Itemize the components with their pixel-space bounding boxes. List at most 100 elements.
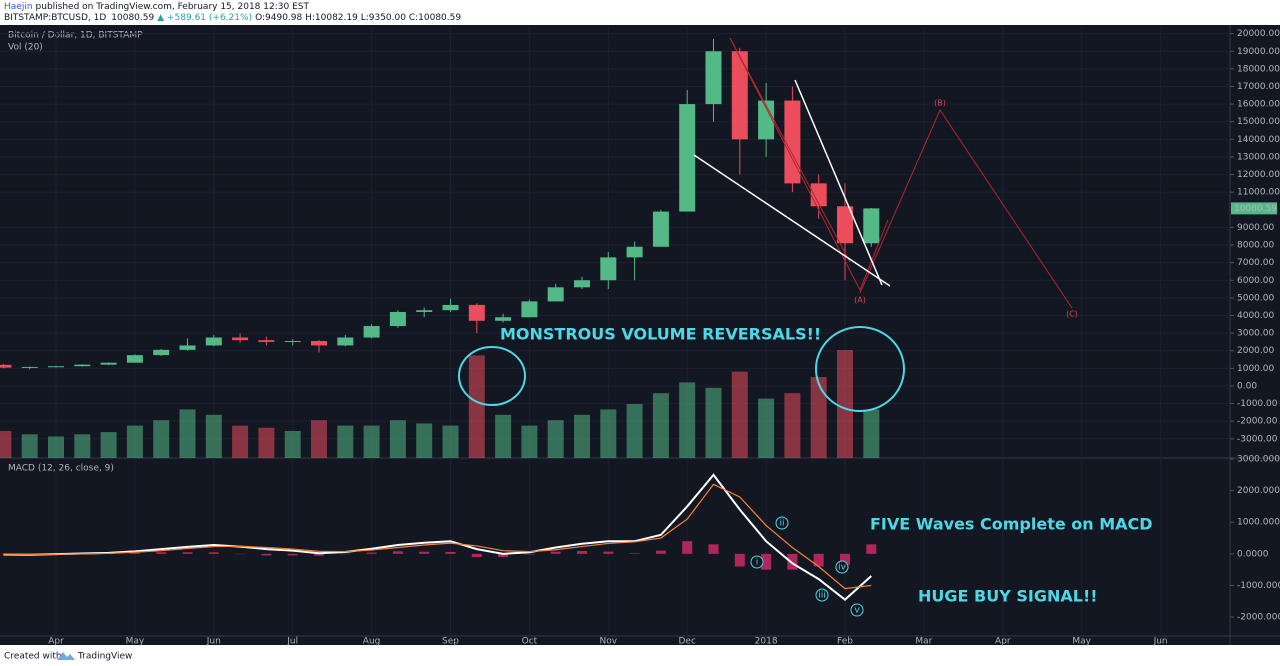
histogram-bar <box>682 541 693 554</box>
candle-body <box>258 340 275 342</box>
footer-brand[interactable]: TradingView <box>77 652 132 662</box>
wave-circle <box>815 588 829 602</box>
histogram-bar <box>498 553 509 558</box>
candle-body <box>337 337 354 346</box>
wave-circle <box>750 555 764 569</box>
y-tick-label: 0.0000 <box>1237 549 1269 559</box>
volume-bar <box>21 434 38 458</box>
y-tick-label: 13000.00 <box>1237 152 1280 162</box>
y-tick-label: 7000.00 <box>1237 258 1274 268</box>
symbol-line: BITSTAMP:BTCUSD, 1D 10080.59 ▲ +589.61 (+6… <box>4 13 461 23</box>
y-tick-label: 9000.00 <box>1237 223 1274 233</box>
candle-body <box>758 100 775 140</box>
y-tick-label: 1000.0000 <box>1237 518 1280 528</box>
x-tick-label: Jun <box>1153 637 1168 647</box>
price-pane-title: Bitcoin / Dollar, 1D, BITSTAMP <box>8 31 143 41</box>
histogram-bar <box>708 544 719 554</box>
header-line: Haejin published on TradingView.com, Febr… <box>4 2 309 12</box>
y-tick-label: 2000.00 <box>1237 346 1274 356</box>
histogram-bar <box>629 553 640 554</box>
wave-label: (B) <box>934 99 946 108</box>
volume-bar <box>337 425 354 458</box>
histogram-bar <box>392 551 403 554</box>
highlight-ellipse <box>815 326 905 412</box>
annotation-layer: MONSTROUS VOLUME REVERSALS!! (A) (B) (C)… <box>458 37 1153 617</box>
candle-body <box>179 345 196 350</box>
candle-body <box>652 211 669 247</box>
candle-body <box>521 301 538 318</box>
y-tick-label: 11000.00 <box>1237 188 1280 198</box>
histogram-bar <box>840 553 850 565</box>
y-tick-label: 2000.0000 <box>1237 486 1280 496</box>
candle-body <box>784 100 801 184</box>
last-price-label: 10080.59 <box>1234 204 1277 214</box>
annotation: FIVE Waves Complete on MACD <box>870 515 1153 534</box>
candle-body <box>153 349 170 356</box>
y-tick-label: 15000.00 <box>1237 117 1280 127</box>
candle-body <box>600 257 617 281</box>
y-tick-label: 17000.00 <box>1237 82 1280 92</box>
y-tick-label: -1000.0000 <box>1237 581 1280 591</box>
price: 10080.59 <box>111 13 154 23</box>
projection-line <box>859 108 1073 309</box>
candle-body <box>284 341 301 343</box>
volume-bar <box>153 420 170 458</box>
y-tick-label: 1000.00 <box>1237 364 1274 374</box>
candle-body <box>468 304 485 321</box>
author[interactable]: Haejin <box>4 2 33 12</box>
wave-label: (C) <box>1066 310 1078 319</box>
histogram-bar <box>787 553 798 570</box>
histogram-bar <box>182 552 193 554</box>
candle-body <box>705 51 722 105</box>
candle-body <box>495 317 512 321</box>
wave-label: ii <box>779 519 784 529</box>
x-tick-label: Jun <box>206 637 221 647</box>
y-tick-label: 19000.00 <box>1237 47 1280 57</box>
volume-bar <box>521 425 538 458</box>
x-tick-label: Apr <box>995 637 1011 647</box>
candle-body <box>0 364 12 368</box>
macd-line <box>3 483 872 590</box>
y-tick-label: 4000.00 <box>1237 311 1274 321</box>
x-tick-label: May <box>1072 637 1091 647</box>
candle-body <box>731 51 748 140</box>
macd-line <box>3 473 872 601</box>
volume-bar <box>311 420 327 458</box>
volume-bar <box>284 431 301 458</box>
y-tick-label: 14000.00 <box>1237 135 1280 145</box>
volume-bar <box>705 387 722 458</box>
x-tick-label: Mar <box>915 637 932 647</box>
y-tick-label: 8000.00 <box>1237 241 1274 251</box>
volume-bar <box>363 425 380 458</box>
histogram-bar <box>655 550 666 554</box>
y-tick-label: -3000.00 <box>1237 434 1278 444</box>
volume-bar <box>0 431 12 458</box>
logo <box>57 652 75 660</box>
candle-body <box>100 362 117 365</box>
y-tick-label: 20000.00 <box>1237 29 1280 39</box>
volume-bar <box>468 355 485 458</box>
histogram-bar <box>314 553 324 556</box>
volume-bar <box>258 427 275 458</box>
data-layer: 20000.00 19000.00 18000.00 17000.00 16000.00… <box>0 28 1280 647</box>
candle-body <box>205 337 222 346</box>
histogram-bar <box>208 552 219 554</box>
ohlc: O:9490.98 H:10082.19 L:9350.00 C:10080.5… <box>255 13 461 23</box>
volume-bar <box>179 409 196 458</box>
y-tick-label: 16000.00 <box>1237 100 1280 110</box>
last-price-box <box>1231 202 1277 215</box>
candle-body <box>363 326 380 338</box>
volume-bar <box>810 377 827 458</box>
channel-line <box>729 37 889 292</box>
y-tick-label: 6000.00 <box>1237 276 1274 286</box>
footer-bg <box>0 645 1280 666</box>
histogram-bar <box>261 553 272 556</box>
x-tick-label: Feb <box>837 637 853 647</box>
volume-bar <box>100 432 117 458</box>
x-tick-label: Dec <box>678 637 695 647</box>
volume-bar <box>652 393 669 458</box>
symbol: BITSTAMP:BTCUSD, 1D <box>4 13 106 23</box>
volume-bar <box>574 414 590 458</box>
candle-body <box>126 355 143 363</box>
change: ▲ +589.61 (+6.21%) <box>157 13 252 23</box>
